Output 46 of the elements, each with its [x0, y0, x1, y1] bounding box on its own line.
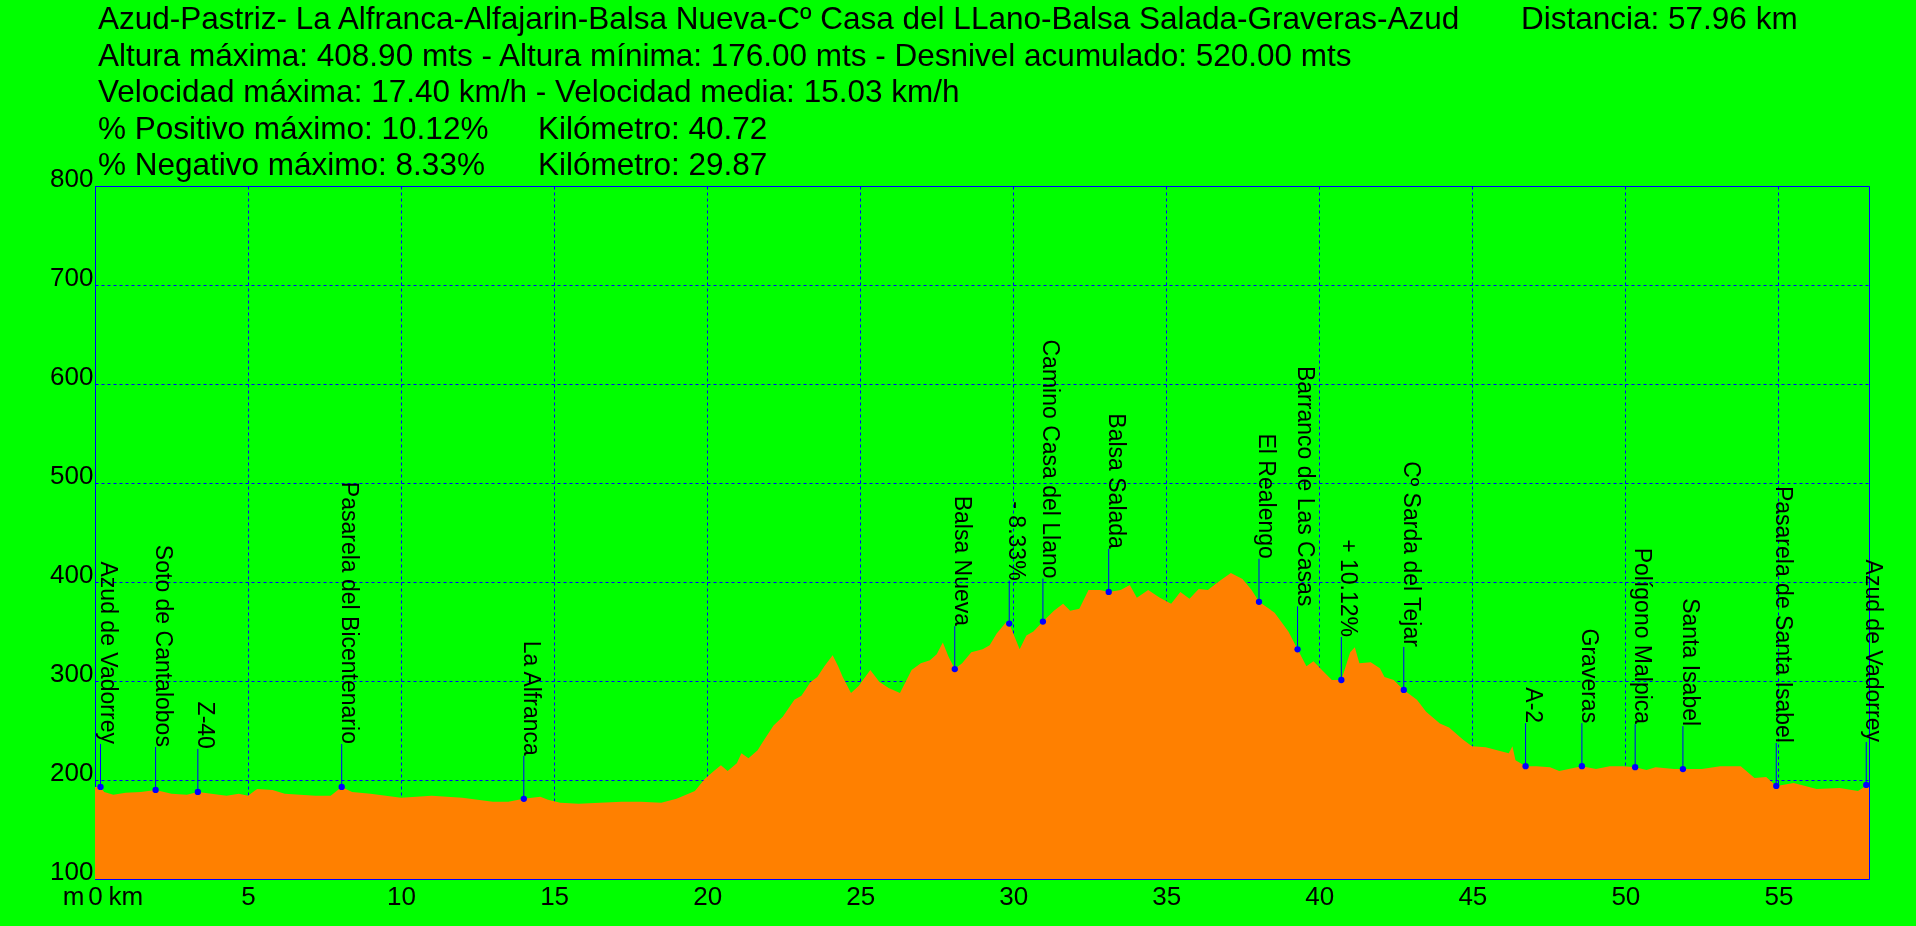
annotation: Balsa Salada: [1103, 413, 1130, 550]
annotation: Camino Casa del Llano: [1037, 339, 1064, 579]
x-tick-label: 45: [1458, 880, 1488, 911]
annotation: Barranco de Las Casas: [1292, 365, 1319, 607]
x-axis-title: km: [108, 880, 144, 911]
y-tick-label: 200: [50, 756, 94, 787]
annotation: + 10.12%: [1336, 539, 1363, 638]
x-tick-label: 10: [387, 880, 417, 911]
y-tick-label: 500: [50, 459, 94, 490]
annotation: Santa Isabel: [1677, 598, 1704, 727]
text: Altura máxima: 408.90 mts - Altura mínima: 176.00 mts - Desnivel acumulado: 520.00 mts: [98, 36, 1352, 73]
text: Kilómetro: 29.87: [538, 146, 768, 182]
x-tick-label: 40: [1305, 880, 1335, 911]
annotation: La Alfranca: [518, 640, 545, 756]
x-tick-label: 35: [1152, 880, 1182, 911]
x-tick-label: 30: [999, 880, 1029, 911]
annotation: Cº Sarda del Tejar: [1398, 461, 1425, 648]
annotation: Soto de Cantalobos: [150, 544, 177, 747]
y-tick-label: 400: [50, 558, 94, 589]
annotation: Polígono Malpica: [1630, 547, 1657, 725]
text: % Positivo máximo: 10.12%: [98, 109, 489, 146]
x-tick-label: 15: [540, 880, 570, 911]
text: % Negativo máximo: 8.33%: [98, 146, 485, 182]
text: Kilómetro: 40.72: [538, 109, 768, 146]
x-tick-label: 50: [1611, 880, 1641, 911]
annotation: - 8.33%: [1004, 501, 1031, 581]
x-tick-label: 20: [693, 880, 723, 911]
text: Velocidad máxima: 17.40 km/h - Velocidad media: 15.03 km/h: [98, 73, 960, 109]
y-tick-label: 300: [50, 657, 94, 688]
annotation: Azud de Vadorrey: [95, 561, 122, 745]
x-tick-label: 25: [846, 880, 876, 911]
annotation: A-2: [1520, 687, 1547, 724]
text: Distancia: 57.96 km: [1521, 0, 1798, 36]
annotation: El Realengo: [1254, 433, 1280, 559]
annotation: Balsa Nueva: [949, 495, 976, 627]
chart-title: Azud-Pastriz- La Alfranca-Alfajarin-Balsa Nueva-Cº Casa del LLano-Balsa Salada-Graveras-Azud: [98, 0, 1460, 36]
annotation: Pasarela de Santa Isabel: [1771, 485, 1798, 743]
annotation: Pasarela del Bicentenario: [336, 481, 363, 744]
annotation: Graveras: [1576, 628, 1603, 724]
annotation: Z-40: [192, 701, 219, 749]
annotation: Azud de Vadorrey: [1861, 559, 1888, 743]
x-tick-label: 55: [1764, 880, 1794, 911]
y-tick-label: 600: [50, 360, 94, 391]
y-tick-label: 700: [50, 261, 94, 292]
x-tick-label: 5: [241, 880, 256, 911]
y-tick-label: 800: [50, 162, 94, 193]
